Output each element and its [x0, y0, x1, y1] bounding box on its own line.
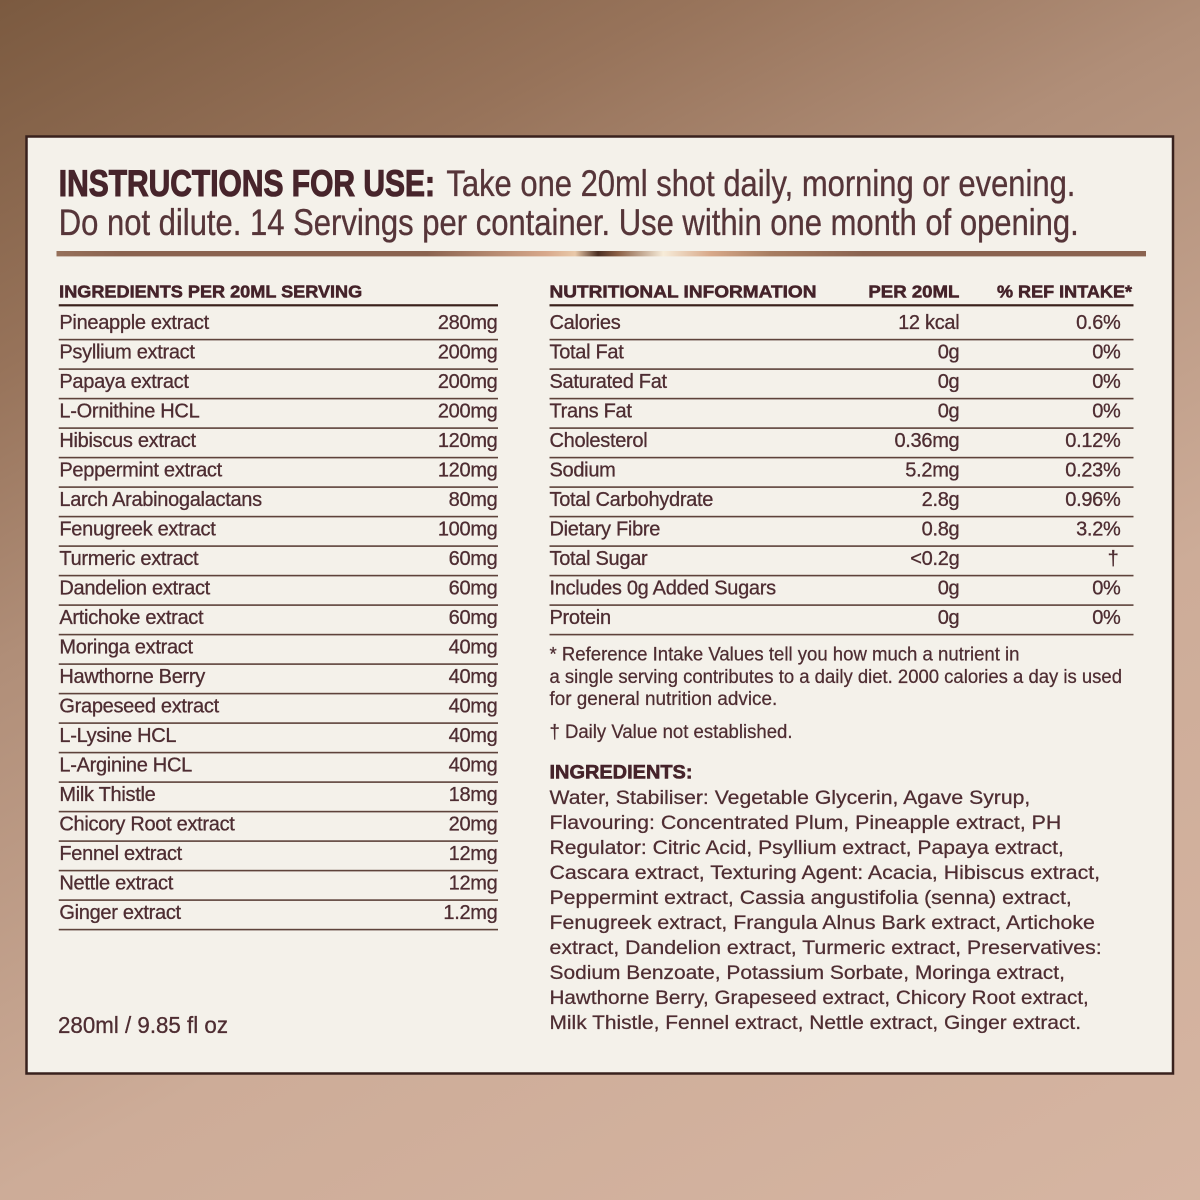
svg-text:Peppermint extract, Cassia ang: Peppermint extract, Cassia angustifolia … [550, 887, 1072, 909]
svg-text:0%: 0% [1092, 607, 1121, 629]
svg-text:60mg: 60mg [449, 578, 498, 600]
svg-text:a single serving contributes t: a single serving contributes to a daily … [550, 667, 1123, 688]
svg-text:1.2mg: 1.2mg [443, 902, 497, 924]
svg-text:Do not dilute. 14 Servings per: Do not dilute. 14 Servings per container… [59, 202, 1079, 243]
svg-text:Nettle extract: Nettle extract [59, 873, 173, 895]
svg-text:% REF INTAKE*: % REF INTAKE* [997, 281, 1132, 301]
svg-text:100mg: 100mg [438, 519, 498, 541]
svg-text:280ml / 9.85 fl oz: 280ml / 9.85 fl oz [58, 1012, 228, 1038]
svg-text:0g: 0g [938, 401, 960, 423]
svg-text:<0.2g: <0.2g [910, 548, 959, 570]
svg-text:†: † [1108, 548, 1119, 570]
svg-text:0.23%: 0.23% [1065, 460, 1121, 482]
svg-text:for general nutrition advice.: for general nutrition advice. [550, 689, 778, 710]
svg-text:2.8g: 2.8g [922, 489, 960, 511]
svg-text:200mg: 200mg [438, 371, 498, 393]
svg-text:12 kcal: 12 kcal [898, 312, 959, 334]
svg-text:12mg: 12mg [449, 843, 498, 865]
svg-text:Milk Thistle, Fennel extract,: Milk Thistle, Fennel extract, Nettle ext… [550, 1012, 1082, 1034]
svg-text:Dietary Fibre: Dietary Fibre [550, 519, 661, 541]
svg-text:Water, Stabiliser: Vegetable G: Water, Stabiliser: Vegetable Glycerin, A… [550, 787, 1031, 809]
svg-text:120mg: 120mg [438, 430, 498, 452]
svg-text:0.8g: 0.8g [922, 519, 960, 541]
svg-text:60mg: 60mg [449, 548, 498, 570]
svg-text:L-Arginine HCL: L-Arginine HCL [59, 755, 192, 777]
svg-text:INGREDIENTS:: INGREDIENTS: [550, 761, 693, 783]
svg-text:NUTRITIONAL INFORMATION: NUTRITIONAL INFORMATION [550, 281, 817, 301]
svg-text:Sodium: Sodium [550, 460, 616, 482]
svg-text:0%: 0% [1092, 371, 1121, 393]
svg-text:Flavouring: Concentrated Plum,: Flavouring: Concentrated Plum, Pineapple… [550, 812, 1062, 834]
svg-text:Artichoke extract: Artichoke extract [59, 607, 204, 629]
svg-text:5.2mg: 5.2mg [905, 460, 959, 482]
svg-text:Total Carbohydrate: Total Carbohydrate [550, 489, 714, 511]
svg-text:† Daily Value not established.: † Daily Value not established. [550, 722, 793, 743]
svg-text:200mg: 200mg [438, 342, 498, 364]
svg-text:Psyllium extract: Psyllium extract [59, 342, 195, 364]
svg-text:0g: 0g [938, 371, 960, 393]
svg-text:0.12%: 0.12% [1065, 430, 1121, 452]
svg-text:Chicory Root extract: Chicory Root extract [59, 814, 235, 836]
svg-text:Fenugreek extract: Fenugreek extract [59, 519, 216, 541]
svg-text:40mg: 40mg [449, 696, 498, 718]
svg-text:* Reference Intake Values tell: * Reference Intake Values tell you how m… [550, 645, 1020, 666]
svg-text:60mg: 60mg [449, 607, 498, 629]
svg-text:Larch Arabinogalactans: Larch Arabinogalactans [59, 489, 262, 511]
svg-text:Saturated Fat: Saturated Fat [550, 371, 668, 393]
svg-text:0g: 0g [938, 342, 960, 364]
svg-text:Take one 20ml shot daily, morn: Take one 20ml shot daily, morning or eve… [446, 163, 1075, 204]
svg-text:Trans Fat: Trans Fat [550, 401, 633, 423]
svg-text:Hawthorne Berry: Hawthorne Berry [59, 666, 205, 688]
svg-text:Ginger extract: Ginger extract [59, 902, 181, 924]
svg-text:INSTRUCTIONS FOR USE:: INSTRUCTIONS FOR USE: [59, 163, 435, 204]
svg-text:Turmeric extract: Turmeric extract [59, 548, 199, 570]
svg-text:L-Lysine HCL: L-Lysine HCL [59, 725, 176, 747]
svg-text:Sodium Benzoate, Potassium Sor: Sodium Benzoate, Potassium Sorbate, Mori… [550, 962, 1065, 984]
svg-text:INGREDIENTS PER 20ML SERVING: INGREDIENTS PER 20ML SERVING [59, 281, 362, 301]
svg-text:12mg: 12mg [449, 873, 498, 895]
svg-text:0%: 0% [1092, 578, 1121, 600]
svg-text:3.2%: 3.2% [1076, 519, 1121, 541]
svg-text:Pineapple extract: Pineapple extract [59, 312, 209, 334]
svg-text:40mg: 40mg [449, 637, 498, 659]
svg-text:Hibiscus extract: Hibiscus extract [59, 430, 196, 452]
svg-text:0.96%: 0.96% [1065, 489, 1121, 511]
svg-text:L-Ornithine HCL: L-Ornithine HCL [59, 401, 199, 423]
svg-text:Cascara extract, Texturing Age: Cascara extract, Texturing Agent: Acacia… [550, 862, 1101, 884]
svg-text:40mg: 40mg [449, 755, 498, 777]
svg-text:Includes 0g Added Sugars: Includes 0g Added Sugars [550, 578, 777, 600]
svg-text:40mg: 40mg [449, 666, 498, 688]
svg-text:Calories: Calories [550, 312, 621, 334]
svg-text:0g: 0g [938, 578, 960, 600]
svg-text:0%: 0% [1092, 401, 1121, 423]
svg-text:Hawthorne Berry, Grapeseed ext: Hawthorne Berry, Grapeseed extract, Chic… [550, 987, 1089, 1009]
svg-text:Protein: Protein [550, 607, 611, 629]
svg-text:40mg: 40mg [449, 725, 498, 747]
svg-text:extract, Dandelion extract, Tu: extract, Dandelion extract, Turmeric ext… [550, 937, 1102, 959]
svg-text:Cholesterol: Cholesterol [550, 430, 648, 452]
svg-text:18mg: 18mg [449, 784, 498, 806]
svg-text:Moringa extract: Moringa extract [59, 637, 193, 659]
svg-text:Milk Thistle: Milk Thistle [59, 784, 155, 806]
svg-text:80mg: 80mg [449, 489, 498, 511]
svg-text:Total Fat: Total Fat [550, 342, 625, 364]
svg-text:0.6%: 0.6% [1076, 312, 1121, 334]
svg-text:0%: 0% [1092, 342, 1121, 364]
svg-text:Papaya extract: Papaya extract [59, 371, 189, 393]
svg-text:Peppermint extract: Peppermint extract [59, 460, 222, 482]
svg-text:20mg: 20mg [449, 814, 498, 836]
svg-text:Total Sugar: Total Sugar [550, 548, 649, 570]
svg-text:120mg: 120mg [438, 460, 498, 482]
svg-text:PER 20ML: PER 20ML [868, 281, 959, 301]
svg-text:280mg: 280mg [438, 312, 498, 334]
svg-text:Regulator: Citric Acid, Psylli: Regulator: Citric Acid, Psyllium extract… [550, 837, 1064, 859]
svg-text:200mg: 200mg [438, 401, 498, 423]
svg-text:Fenugreek extract, Frangula Al: Fenugreek extract, Frangula Alnus Bark e… [550, 912, 1095, 934]
svg-text:0g: 0g [938, 607, 960, 629]
svg-text:0.36mg: 0.36mg [894, 430, 959, 452]
svg-text:Grapeseed extract: Grapeseed extract [59, 696, 219, 718]
svg-text:Fennel extract: Fennel extract [59, 843, 182, 865]
svg-text:Dandelion extract: Dandelion extract [59, 578, 210, 600]
